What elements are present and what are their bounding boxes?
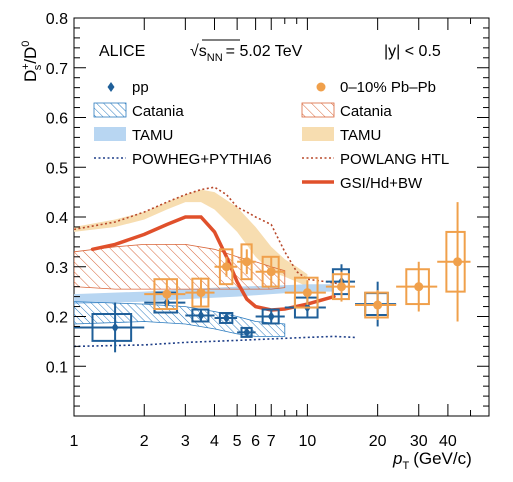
powheg-curve bbox=[74, 335, 356, 348]
pp-point bbox=[325, 264, 356, 300]
pbpb-marker bbox=[221, 262, 231, 272]
pbpb-marker bbox=[196, 288, 206, 298]
pp-point bbox=[237, 326, 256, 338]
pbpb-marker bbox=[266, 267, 276, 277]
experiment-label: ALICE bbox=[99, 43, 145, 60]
pbpb-marker bbox=[302, 288, 312, 298]
energy-subscript: NN bbox=[207, 52, 223, 64]
axis-ticks: 1 2 3 4 5 6 7 10 20 30 40 0.1 0.2 0.3 0.4 0.5 0.6 0.7 0.8 bbox=[46, 11, 490, 450]
pbpb-marker bbox=[453, 257, 463, 267]
pbpb-point bbox=[185, 277, 215, 308]
x-tick-label: 20 bbox=[369, 433, 387, 450]
legend-label-catania_pp: Catania bbox=[132, 103, 184, 120]
pp-marker bbox=[111, 322, 119, 333]
pbpb-marker bbox=[242, 257, 252, 267]
legend-label-catania_pbpb: Catania bbox=[340, 103, 392, 120]
pbpb-point bbox=[396, 261, 438, 312]
data-points bbox=[74, 202, 471, 353]
svg-text:D+s/D0: D+s/D0 bbox=[20, 41, 44, 82]
legend-entry-powheg: POWHEG+PYTHIA6 bbox=[94, 151, 272, 168]
pbpb-point bbox=[255, 255, 285, 288]
pp-marker bbox=[222, 312, 230, 323]
x-tick-label: 3 bbox=[181, 433, 190, 450]
catania_pp-band bbox=[74, 301, 286, 337]
pp-point bbox=[255, 308, 285, 325]
pp-marker bbox=[243, 327, 251, 338]
annotations: ALICE √sNN = 5.02 TeV |y| < 0.5 bbox=[99, 39, 441, 64]
legend-label-tamu_pbpb: TAMU bbox=[340, 127, 381, 144]
pbpb-point bbox=[284, 276, 326, 309]
pbpb-point bbox=[325, 271, 356, 302]
legend-symbol-tamu_pp bbox=[94, 127, 126, 141]
legend-symbol-catania_pp bbox=[93, 102, 127, 118]
x-tick-label: 40 bbox=[439, 433, 457, 450]
legend-entry-gsi: GSI/Hd+BW bbox=[302, 175, 423, 192]
x-tick-label: 30 bbox=[410, 433, 428, 450]
y-tick-label: 0.5 bbox=[46, 160, 68, 177]
pp-point bbox=[214, 312, 238, 324]
svg-text:pT(GeV/c): pT (GeV/c) bbox=[392, 449, 472, 472]
y-tick-label: 0.6 bbox=[46, 111, 68, 128]
legend-entry-catania_pbpb: Catania bbox=[301, 102, 392, 120]
model-curves bbox=[74, 186, 356, 348]
legend-label-tamu_pp: TAMU bbox=[132, 127, 173, 144]
y-tick-label: 0.7 bbox=[46, 61, 68, 78]
pbpb-marker bbox=[162, 289, 172, 299]
pbpb-point bbox=[144, 278, 186, 311]
x-tick-label: 7 bbox=[267, 433, 276, 450]
pp-marker bbox=[197, 310, 205, 321]
legend-symbol-pp bbox=[107, 82, 115, 92]
x-tick-label: 6 bbox=[251, 433, 260, 450]
pbpb-point bbox=[437, 202, 471, 322]
pbpb-point bbox=[355, 290, 397, 320]
y-tick-label: 0.2 bbox=[46, 310, 68, 327]
legend-label-powheg: POWHEG+PYTHIA6 bbox=[132, 151, 272, 168]
legend-label-pbpb: 0–10% Pb–Pb bbox=[340, 79, 436, 96]
x-tick-label: 5 bbox=[233, 433, 242, 450]
y-axis-title: D+s/D0 bbox=[20, 41, 44, 82]
legend-label-pp: pp bbox=[132, 79, 149, 96]
rapidity-label: |y| < 0.5 bbox=[384, 43, 441, 60]
legend-symbol-catania_pbpb bbox=[301, 102, 335, 118]
pp-point bbox=[185, 308, 215, 323]
plot-area: 1 2 3 4 5 6 7 10 20 30 40 0.1 0.2 0.3 0.4 0.5 0.6 0.7 0.8 bbox=[46, 11, 490, 450]
legend-entry-powlang: POWLANG HTL bbox=[302, 151, 449, 168]
pbpb-point bbox=[214, 248, 238, 286]
legend-entry-pbpb: 0–10% Pb–Pb bbox=[316, 79, 436, 96]
pp-point bbox=[74, 302, 145, 353]
tamu_pbpb-band bbox=[74, 189, 308, 287]
legend-symbol-pbpb bbox=[316, 82, 326, 92]
x-tick-label: 2 bbox=[140, 433, 149, 450]
x-tick-label: 4 bbox=[210, 433, 219, 450]
y-tick-label: 0.3 bbox=[46, 260, 68, 277]
y-tick-label: 0.8 bbox=[46, 11, 68, 28]
legend-entry-pp: pp bbox=[107, 79, 149, 96]
legend-label-powlang: POWLANG HTL bbox=[340, 151, 449, 168]
energy-label: √sNN = 5.02 TeV bbox=[190, 43, 303, 64]
y-tick-label: 0.1 bbox=[46, 359, 68, 376]
legend-entry-catania_pp: Catania bbox=[93, 102, 184, 120]
pbpb-marker bbox=[336, 282, 346, 292]
pbpb-marker bbox=[414, 282, 424, 292]
legend-symbol-tamu_pbpb bbox=[302, 127, 334, 141]
pbpb-marker bbox=[373, 300, 383, 310]
legend-label-gsi: GSI/Hd+BW bbox=[340, 175, 423, 192]
legend-entry-tamu_pbpb: TAMU bbox=[302, 127, 381, 144]
y-tick-label: 0.4 bbox=[46, 210, 68, 227]
x-tick-label: 10 bbox=[298, 433, 316, 450]
x-tick-label: 1 bbox=[70, 433, 79, 450]
x-axis-title: pT (GeV/c) bbox=[392, 449, 472, 472]
pp-marker bbox=[267, 311, 275, 322]
legend: pp Catania TAMU POWHEG+PYTHIA6 0–10% Pb–Pb Ca… bbox=[93, 79, 449, 192]
legend-entry-tamu_pp: TAMU bbox=[94, 127, 173, 144]
pbpb-point bbox=[237, 243, 256, 281]
